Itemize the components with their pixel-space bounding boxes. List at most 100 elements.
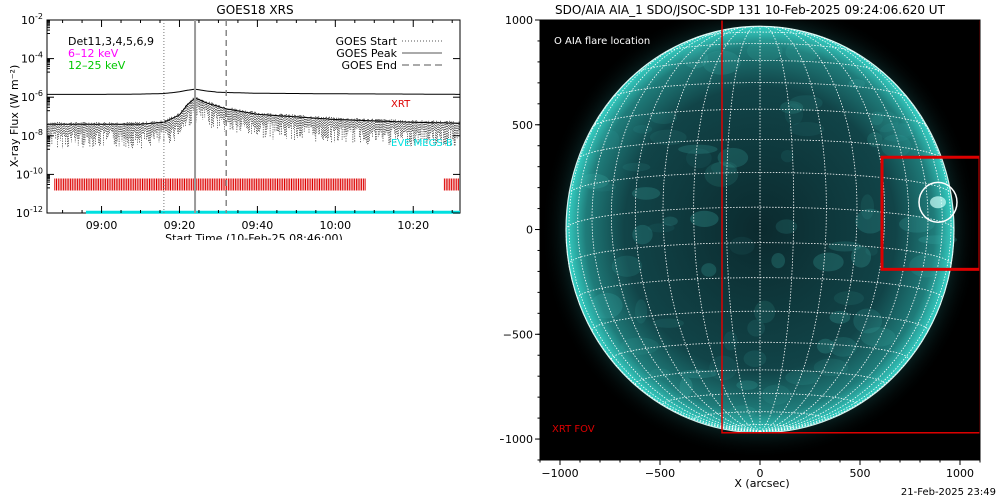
goes-y-tick-label: 10-6 xyxy=(21,89,43,104)
aia-active-region-patch xyxy=(899,215,935,233)
aia-active-region-patch xyxy=(632,224,653,245)
aia-grid-longitude xyxy=(759,26,795,432)
goes-x-label: Start Time (10-Feb-25 08:46:00) xyxy=(165,232,343,240)
aia-flare-legend: O AIA flare location xyxy=(554,36,650,47)
goes-x-axis: 09:00 09:20 09:40 10:00 10:20 xyxy=(62,20,453,232)
aia-grid-longitude xyxy=(759,34,943,432)
xrt-fov-label: XRT FOV xyxy=(552,424,595,435)
aia-active-region-patch xyxy=(611,255,643,277)
goes-series-short xyxy=(47,97,460,125)
aia-active-region-patch xyxy=(780,149,795,163)
aia-active-region-patch xyxy=(686,148,712,169)
aia-active-region-patch xyxy=(709,355,737,381)
aia-active-region-patch xyxy=(918,235,958,245)
goes-title: GOES18 XRS xyxy=(216,3,293,17)
aia-active-region-patch xyxy=(578,173,609,189)
aia-active-region-patch xyxy=(867,132,883,147)
aia-active-region-patch xyxy=(789,121,825,137)
aia-active-region-patch xyxy=(816,338,835,354)
goes-x-tick-label: 09:20 xyxy=(164,219,196,232)
aia-active-region-patch xyxy=(761,384,791,405)
aia-active-region-patch xyxy=(662,216,678,226)
aia-active-region-patch xyxy=(647,223,675,233)
aia-grid-longitude xyxy=(568,59,761,432)
aia-grid-longitude xyxy=(759,27,910,432)
goes-y-tick-label: 10-2 xyxy=(21,12,43,27)
goes-data-layer xyxy=(46,20,461,214)
xrt-coverage-bar-0 xyxy=(54,178,366,191)
aia-grid-latitude xyxy=(611,82,909,99)
aia-flare-bright-spot xyxy=(930,196,946,209)
aia-active-region-patch xyxy=(833,291,864,306)
aia-active-region-patch xyxy=(634,299,648,324)
goes-x-tick-label: 10:00 xyxy=(319,219,351,232)
aia-active-region-patch xyxy=(682,48,709,69)
aia-x-tick-label: 0 xyxy=(757,467,764,480)
aia-grid-longitude xyxy=(591,30,761,432)
aia-active-region-patch xyxy=(729,236,755,255)
aia-active-region-patch xyxy=(620,337,660,355)
aia-active-region-patch xyxy=(743,350,767,367)
aia-grid-longitude xyxy=(725,26,761,432)
aia-active-region-patch xyxy=(865,246,878,256)
aia-active-region-patch xyxy=(754,300,776,324)
aia-x-tick-label: 500 xyxy=(850,467,871,480)
xrt-annotation: XRT xyxy=(391,99,411,110)
aia-active-region-patch xyxy=(851,245,872,268)
aia-active-region-patch xyxy=(785,369,820,386)
aia-active-region-patch xyxy=(813,252,844,272)
aia-active-region-patch xyxy=(649,129,687,145)
aia-active-region-patch xyxy=(870,111,884,126)
aia-grid-latitude xyxy=(664,43,856,53)
goes-y-tick-label: 10-8 xyxy=(21,128,43,143)
aia-grid-latitude xyxy=(577,277,943,299)
xrt-coverage-bar-1 xyxy=(443,178,459,191)
aia-active-region-patch xyxy=(710,161,738,175)
aia-active-region-patch xyxy=(775,219,798,234)
xrt-zoom-box xyxy=(880,155,980,271)
aia-y-tick-label: −1000 xyxy=(500,433,533,446)
xrt-fov-box xyxy=(721,20,980,434)
aia-active-region-patch xyxy=(649,111,678,125)
aia-grid-longitude xyxy=(759,59,952,432)
aia-grid-longitude xyxy=(577,34,761,432)
aia-grid-longitude xyxy=(759,26,827,432)
aia-grid-latitude xyxy=(568,172,952,194)
aia-x-tick-label: −1000 xyxy=(541,467,578,480)
aia-active-region-patch xyxy=(633,124,653,134)
aia-active-region-patch xyxy=(678,144,718,154)
aia-grid-longitude xyxy=(610,27,761,432)
aia-grid-longitude xyxy=(759,30,929,432)
goes-legend-detector-1: 6–12 keV xyxy=(68,47,119,60)
aia-active-region-patch xyxy=(590,292,623,319)
aia-active-region-patch xyxy=(747,319,766,337)
aia-active-region-patch xyxy=(690,210,719,227)
aia-active-region-patch xyxy=(785,41,819,63)
aia-x-tick-label: 1000 xyxy=(946,467,974,480)
aia-y-tick-label: 0 xyxy=(526,224,533,237)
goes-y-tick-label: 10-10 xyxy=(16,166,43,181)
goes-y-label: X-ray Flux (W m⁻²) xyxy=(8,65,21,167)
aia-active-region-patch xyxy=(649,368,671,379)
goes-legend-detector-2: 12–25 keV xyxy=(68,59,126,72)
goes-short-noise xyxy=(46,97,461,149)
generation-timestamp: 21-Feb-2025 23:49 xyxy=(900,487,996,498)
aia-active-region-patch xyxy=(881,134,911,158)
aia-axes: −1000 −500 0 500 1000 1000 500 0 −500 −1000 xyxy=(500,14,981,480)
eve-annotation: EVE MEGS-B xyxy=(391,138,453,149)
aia-active-region-patch xyxy=(587,182,617,192)
aia-x-tick-label: −500 xyxy=(645,467,675,480)
aia-active-region-patch xyxy=(728,405,757,419)
aia-active-region-patch xyxy=(652,318,684,328)
goes-legend-marker-label-2: GOES End xyxy=(341,59,397,72)
aia-flare-location-circle xyxy=(918,181,958,223)
aia-active-region-patch xyxy=(780,101,804,114)
aia-grid-longitude xyxy=(693,26,761,432)
aia-active-region-patch xyxy=(871,111,899,133)
goes-y-tick-label: 10-12 xyxy=(16,205,43,220)
aia-y-tick-label: 1000 xyxy=(505,14,533,27)
aia-grid-longitude xyxy=(759,26,858,432)
aia-y-tick-label: −500 xyxy=(503,328,533,341)
aia-title: SDO/AIA AIA_1 SDO/JSOC-SDP 131 10-Feb-20… xyxy=(555,3,946,17)
